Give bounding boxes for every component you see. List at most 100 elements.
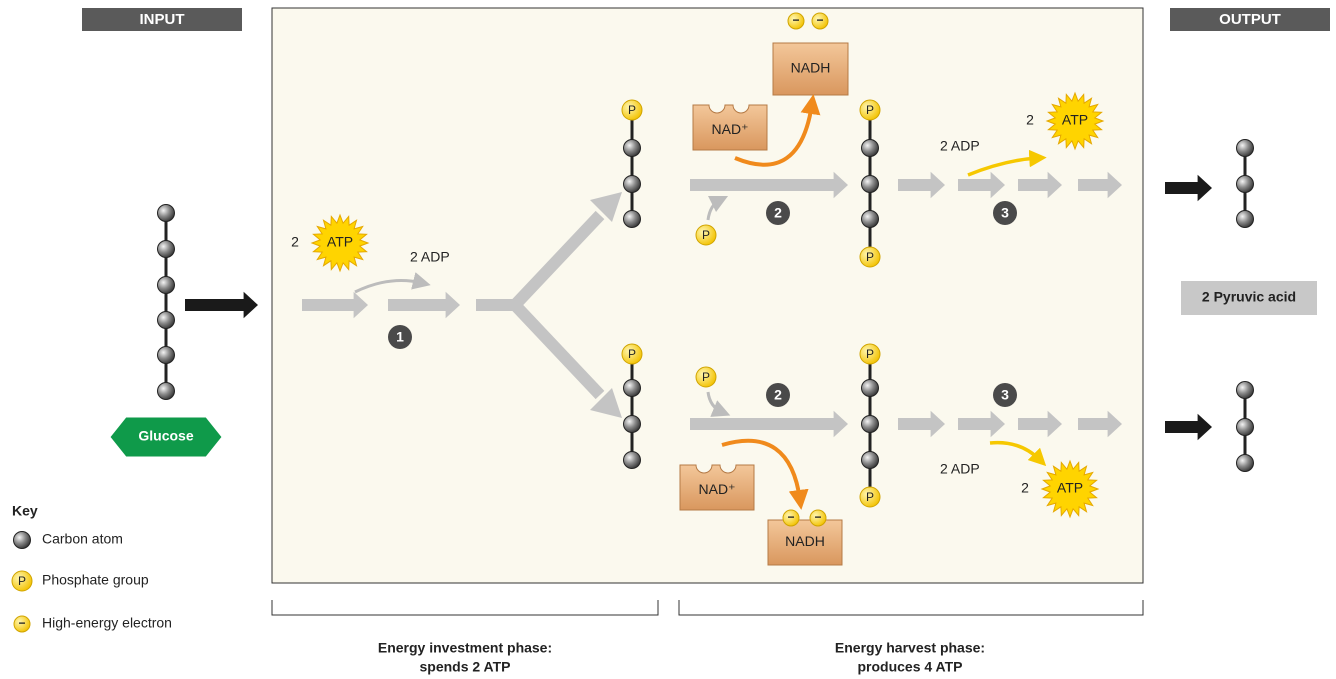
carbon-atom: [157, 240, 175, 258]
phosphate-group: [695, 366, 717, 388]
atp-star: [1045, 91, 1105, 151]
carbon-atom: [861, 210, 879, 228]
arrow: [690, 171, 848, 199]
arrow: [690, 410, 848, 438]
carbon-atom: [157, 204, 175, 222]
arrow: [185, 291, 258, 319]
carrier-label: NAD⁺: [699, 481, 736, 497]
phosphate-group: [621, 343, 643, 365]
carbon-atom: [157, 346, 175, 364]
arrow: [1078, 410, 1122, 438]
carbon-atom: [1236, 139, 1254, 157]
arrow: [388, 291, 460, 319]
arrow: [1165, 413, 1212, 441]
carbon-atom: [623, 379, 641, 397]
adp-label: 2 ADP: [940, 461, 980, 477]
arrow-head: [590, 192, 622, 222]
arrow: [898, 171, 945, 199]
phosphate-label: P: [18, 574, 26, 588]
carrier-label: NADH: [791, 60, 831, 76]
phosphate-group: [859, 99, 881, 121]
curved-arrow: [706, 195, 729, 221]
carrier-label: NADH: [785, 533, 825, 549]
phosphate-label: P: [702, 370, 710, 384]
carbon-atom: [1236, 418, 1254, 436]
carbon-atom: [13, 531, 31, 549]
carbon-atom: [861, 139, 879, 157]
electron: [809, 509, 827, 527]
step-marker: [993, 201, 1017, 225]
input-header: [82, 8, 242, 31]
arrow: [958, 171, 1005, 199]
key-item: Phosphate group: [42, 572, 149, 588]
curved-arrow: [354, 272, 431, 294]
phosphate-group: [859, 246, 881, 268]
carrier-box: [692, 104, 768, 151]
atp-label: ATP: [327, 234, 353, 250]
phosphate-label: P: [628, 347, 636, 361]
step-number: 3: [1001, 387, 1009, 403]
carbon-atom: [623, 415, 641, 433]
carbon-atom: [157, 382, 175, 400]
electron: [782, 509, 800, 527]
phase-title: Energy harvest phase:: [835, 640, 985, 656]
atp-star: [310, 213, 370, 273]
carbon-atom: [861, 451, 879, 469]
phosphate-label: P: [866, 490, 874, 504]
step-marker: [388, 325, 412, 349]
arrow: [898, 410, 945, 438]
carbon-atom: [861, 175, 879, 193]
split-arrow: [510, 300, 605, 400]
phase-subtitle: produces 4 ATP: [857, 659, 962, 675]
atp-label: ATP: [1062, 112, 1088, 128]
adp-label: 2 ADP: [410, 249, 450, 265]
carbon-atom: [861, 379, 879, 397]
arrow-head: [590, 388, 622, 418]
curved-arrow: [706, 391, 731, 417]
carbon-atom: [861, 415, 879, 433]
phase-title: Energy investment phase:: [378, 640, 552, 656]
arrow: [1018, 410, 1062, 438]
glucose-label: Glucose: [138, 428, 193, 444]
step-marker: [766, 383, 790, 407]
carrier-label: NAD⁺: [712, 121, 749, 137]
key-title: Key: [12, 503, 38, 519]
curved-arrow: [989, 440, 1047, 467]
output-header: [1170, 8, 1330, 31]
phosphate-label: P: [702, 228, 710, 242]
phosphate-group: [621, 99, 643, 121]
carbon-atom: [623, 175, 641, 193]
atp-star: [1040, 459, 1100, 519]
phosphate-group: [11, 570, 33, 592]
phosphate-label: P: [866, 347, 874, 361]
step-marker: [993, 383, 1017, 407]
input-label: INPUT: [140, 11, 185, 28]
step-marker: [766, 201, 790, 225]
arrow: [1165, 174, 1212, 202]
curved-arrow: [967, 149, 1047, 177]
step-number: 2: [774, 387, 782, 403]
output-label: OUTPUT: [1219, 11, 1281, 28]
curved-arrow: [734, 94, 821, 167]
carrier-box: [772, 42, 849, 96]
glucose-shape: [109, 416, 223, 458]
atp-count: 2: [1026, 112, 1034, 128]
key-item: High-energy electron: [42, 615, 172, 631]
electron: [811, 12, 829, 30]
electron-label: −: [816, 13, 823, 27]
phosphate-group: [859, 343, 881, 365]
electron-label: −: [792, 13, 799, 27]
atp-label: ATP: [1057, 480, 1083, 496]
step-number: 3: [1001, 205, 1009, 221]
carbon-atom: [1236, 381, 1254, 399]
electron-label: −: [814, 510, 821, 524]
arrow: [302, 291, 368, 319]
electron: [13, 615, 31, 633]
adp-label: 2 ADP: [940, 138, 980, 154]
phase-subtitle: spends 2 ATP: [419, 659, 510, 675]
carbon-atom: [1236, 454, 1254, 472]
carbon-atom: [623, 451, 641, 469]
curved-arrow: [721, 438, 809, 510]
phosphate-label: P: [866, 250, 874, 264]
step-number: 1: [396, 329, 404, 345]
